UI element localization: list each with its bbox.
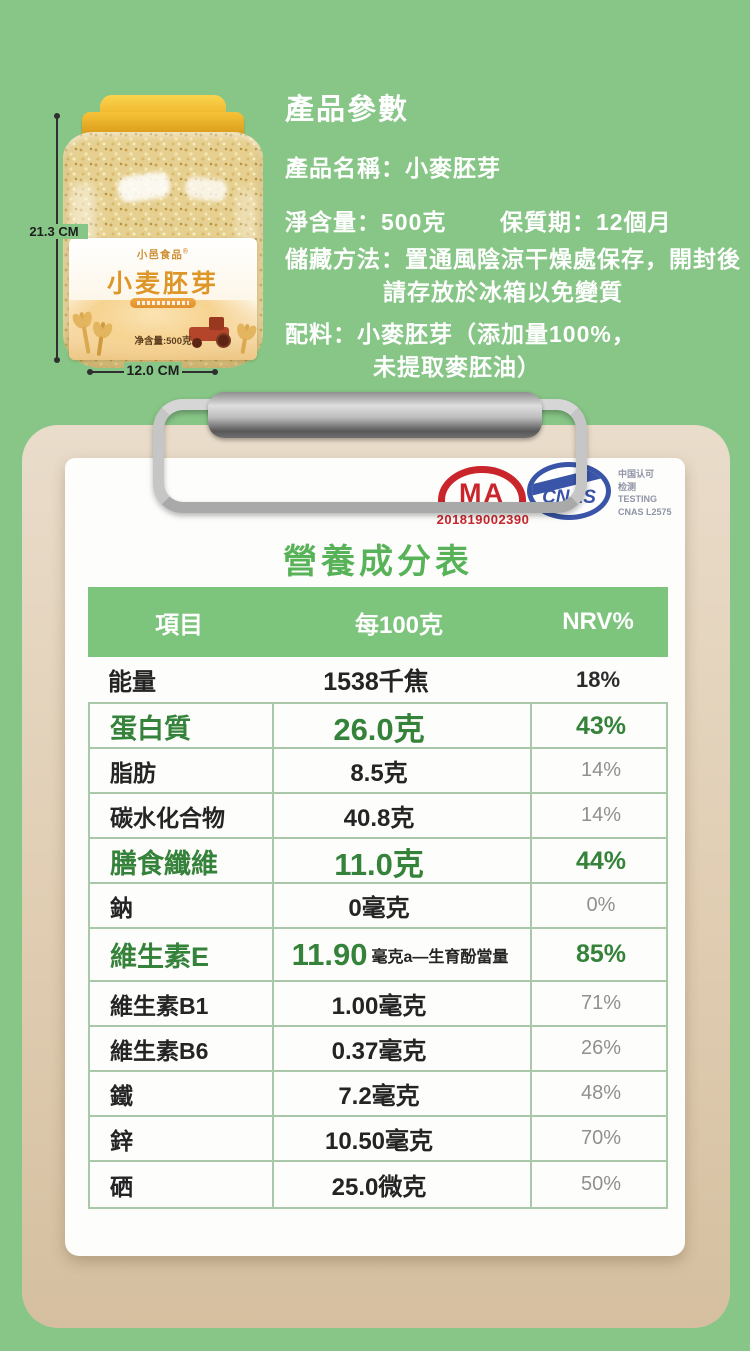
table-row: 鈉 0毫克 0% bbox=[90, 884, 666, 929]
jar-body: 小邑食品® 小麦胚芽 净含量:500克 bbox=[63, 132, 263, 368]
net-content-line: 淨含量：500克 bbox=[285, 209, 447, 235]
label-product-name: 小麦胚芽 bbox=[106, 270, 219, 298]
height-dimension-label: 21.3 CM bbox=[20, 224, 88, 239]
table-row: 蛋白質 26.0克 43% bbox=[90, 704, 666, 749]
table-row: 能量 1538千焦 18% bbox=[108, 666, 621, 697]
clipboard-clip-bar bbox=[208, 392, 542, 438]
cnas-accreditation-text: 中国认可 检测 TESTING CNAS L2575 bbox=[618, 469, 672, 517]
product-jar-image: 小邑食品® 小麦胚芽 净含量:500克 bbox=[63, 95, 263, 368]
section-title: 產品參數 bbox=[285, 94, 410, 126]
tractor-illustration bbox=[189, 317, 235, 348]
shelf-life-line: 保質期：12個月 bbox=[500, 209, 672, 235]
header-per100g: 每100克 bbox=[354, 611, 444, 639]
jar-label: 小邑食品® 小麦胚芽 净含量:500克 bbox=[69, 238, 257, 360]
jar-reflection bbox=[183, 175, 229, 203]
jar-reflection bbox=[116, 170, 172, 204]
ingredients-line-2: 未提取麥胚油） bbox=[373, 354, 541, 380]
width-dimension-label: 12.0 CM bbox=[124, 362, 182, 378]
table-row: 膳食纖維 11.0克 44% bbox=[90, 839, 666, 884]
table-row: 鐵 7.2毫克 48% bbox=[90, 1072, 666, 1117]
cma-certificate-number: 201819002390 bbox=[436, 512, 530, 527]
table-row: 鋅 10.50毫克 70% bbox=[90, 1117, 666, 1162]
table-row: 維生素B6 0.37毫克 26% bbox=[90, 1027, 666, 1072]
header-item: 項目 bbox=[155, 611, 203, 639]
table-header-row: 項目 每100克 NRV% bbox=[88, 587, 668, 657]
table-row: 硒 25.0微克 50% bbox=[90, 1162, 666, 1207]
label-net-weight: 净含量:500克 bbox=[134, 336, 192, 347]
brand-name: 小邑食品® bbox=[136, 248, 190, 262]
label-scene-art bbox=[69, 300, 257, 360]
label-slogan-pill bbox=[130, 298, 196, 308]
table-row: 碳水化合物 40.8克 14% bbox=[90, 794, 666, 839]
table-body: 蛋白質 26.0克 43% 脂肪 8.5克 14% 碳水化合物 40.8克 14… bbox=[88, 702, 668, 1209]
product-name-line: 產品名稱：小麥胚芽 bbox=[285, 155, 501, 181]
table-row: 脂肪 8.5克 14% bbox=[90, 749, 666, 794]
nutrition-table: 項目 每100克 NRV% 能量 1538千焦 18% 蛋白質 26.0克 43… bbox=[88, 587, 668, 1209]
storage-line-1: 儲藏方法：置通風陰涼干燥處保存，開封後 bbox=[285, 246, 741, 272]
table-row: 維生素B1 1.00毫克 71% bbox=[90, 982, 666, 1027]
nutrition-table-title: 營養成分表 bbox=[283, 543, 473, 581]
storage-line-2: 請存放於冰箱以免變質 bbox=[383, 279, 623, 305]
table-row: 維生素E 11.90 毫克a—生育酚當量 85% bbox=[90, 929, 666, 982]
header-nrv: NRV% bbox=[562, 608, 634, 635]
cma-arc bbox=[438, 466, 526, 506]
ingredients-line-1: 配料：小麥胚芽（添加量100%， bbox=[285, 321, 636, 347]
